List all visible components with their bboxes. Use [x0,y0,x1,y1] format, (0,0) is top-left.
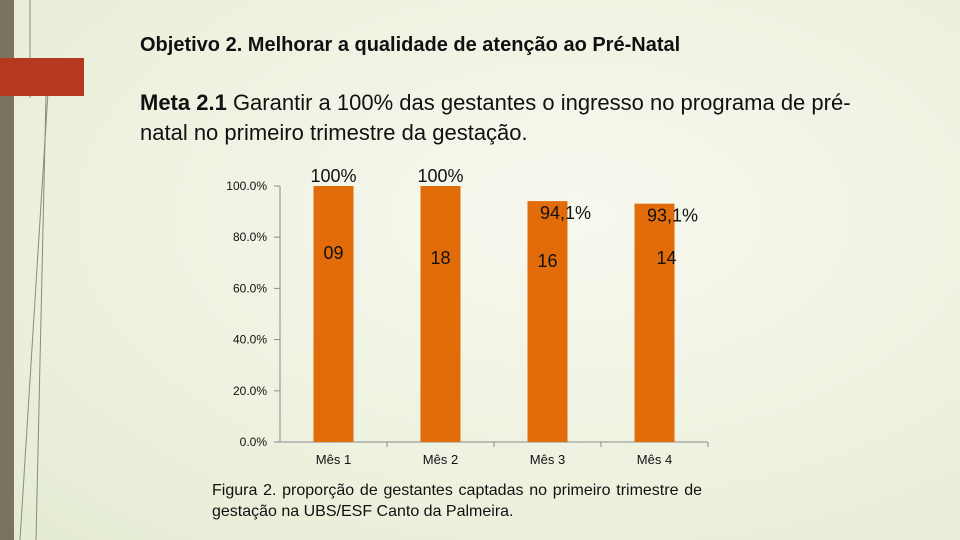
percent-label: 100% [417,166,463,186]
percent-label: 100% [310,166,356,186]
percent-label: 93,1% [647,206,698,226]
count-label: 16 [537,251,557,271]
figure-caption: Figura 2. proporção de gestantes captada… [212,482,702,520]
subtitle-bold: Meta 2.1 [140,90,227,115]
bar [634,203,675,442]
slide-title: Objetivo 2. Melhorar a qualidade de aten… [140,34,681,56]
percent-label: 94,1% [540,203,591,223]
x-tick-label: Mês 4 [637,452,672,467]
subtitle-rest: Garantir a 100% das gestantes o ingresso… [140,90,851,145]
accent-block [0,58,84,96]
y-tick-label: 0.0% [240,435,268,449]
x-tick-label: Mês 3 [530,452,565,467]
slide-subtitle: Meta 2.1 Garantir a 100% das gestantes o… [140,88,860,148]
bar [527,201,568,442]
y-tick-label: 80.0% [233,230,267,244]
x-tick-label: Mês 1 [316,452,351,467]
sidebar-stripe [0,0,14,540]
y-tick-label: 40.0% [233,333,267,347]
y-tick-label: 20.0% [233,384,267,398]
y-tick-label: 100.0% [226,179,267,193]
count-label: 09 [323,243,343,263]
x-tick-label: Mês 2 [423,452,458,467]
bar [420,186,461,442]
y-tick-label: 60.0% [233,281,267,295]
count-label: 14 [656,248,676,268]
bar [313,186,354,442]
count-label: 18 [430,248,450,268]
